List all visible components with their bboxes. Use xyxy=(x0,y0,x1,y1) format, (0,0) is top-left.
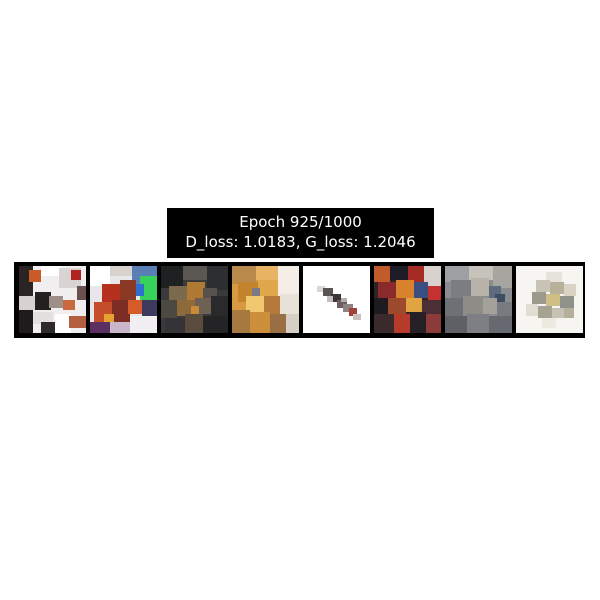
figure-title: Epoch 925/1000 D_loss: 1.0183, G_loss: 1… xyxy=(167,208,434,258)
generated-samples-grid xyxy=(14,262,585,338)
sample-image-6 xyxy=(374,266,441,333)
sample-image-2 xyxy=(90,266,157,333)
sample-image-1 xyxy=(19,266,86,333)
sample-image-5 xyxy=(303,266,370,333)
sample-image-7 xyxy=(445,266,512,333)
loss-label: D_loss: 1.0183, G_loss: 1.2046 xyxy=(185,233,416,251)
sample-image-3 xyxy=(161,266,228,333)
epoch-label: Epoch 925/1000 xyxy=(239,213,362,231)
sample-image-4 xyxy=(232,266,299,333)
sample-image-8 xyxy=(516,266,583,333)
